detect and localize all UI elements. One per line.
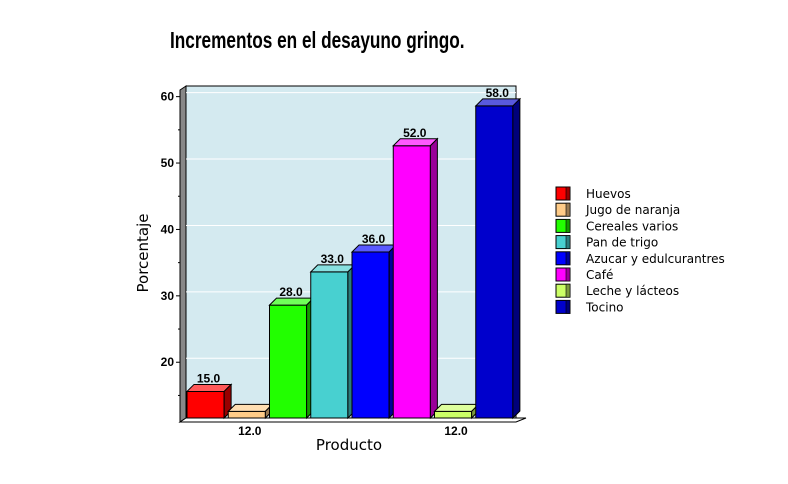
data-label: 28.0 — [279, 285, 303, 299]
legend-label: Tocino — [585, 300, 624, 314]
legend-label: Jugo de naranja — [585, 203, 680, 217]
bar-front — [434, 410, 473, 419]
legend-label: Leche y lácteos — [586, 284, 679, 298]
bar-8 — [474, 97, 522, 420]
bar-2 — [227, 403, 274, 420]
bar-1 — [185, 383, 233, 420]
bar-side — [512, 97, 521, 420]
data-label: 12.0 — [238, 424, 262, 438]
y-tick-label: 40 — [161, 222, 175, 236]
legend-swatch-side — [565, 186, 571, 201]
x-axis-label: Producto — [316, 436, 382, 454]
bar-front — [269, 304, 308, 419]
bar-front — [186, 390, 225, 419]
legend: Huevos Jugo de naranja Cereales varios Pan … — [555, 186, 725, 314]
legend-label: Pan de trigo — [586, 236, 658, 250]
legend-item: Leche y lácteos — [555, 283, 679, 298]
legend-item: Jugo de naranja — [555, 202, 680, 217]
legend-swatch-side — [565, 267, 571, 282]
legend-item: Huevos — [555, 186, 631, 201]
legend-item: Tocino — [555, 299, 624, 314]
plot-area: 20 30 40 50 60 15.0 12.0 28.0 33.0 36.0 52.0 12.0 58… — [161, 85, 527, 438]
data-label: 33.0 — [321, 252, 345, 266]
left-wall — [179, 85, 187, 423]
bar-7 — [433, 403, 480, 420]
legend-item: Azucar y edulcurantres — [555, 251, 725, 266]
bar-4 — [309, 263, 357, 420]
y-tick-label: 60 — [161, 90, 175, 104]
chart-title: Incrementos en el desayuno gringo. — [170, 29, 465, 54]
bar-front — [475, 105, 514, 419]
bar-front — [351, 251, 390, 419]
data-label: 15.0 — [197, 371, 221, 385]
data-label: 52.0 — [403, 126, 427, 140]
legend-swatch-side — [565, 283, 571, 298]
bar-5 — [350, 243, 398, 420]
legend-label: Huevos — [586, 187, 631, 201]
bar-front — [310, 271, 349, 419]
floor — [178, 417, 527, 423]
legend-item: Pan de trigo — [555, 235, 658, 250]
bar-side — [429, 137, 438, 420]
legend-swatch-side — [565, 251, 571, 266]
bar-6 — [392, 137, 439, 420]
bar-front — [392, 145, 431, 419]
legend-swatch-side — [565, 202, 571, 217]
legend-label: Café — [586, 268, 613, 282]
data-label: 12.0 — [444, 424, 468, 438]
legend-swatch-side — [565, 219, 571, 233]
legend-swatch-side — [565, 300, 571, 314]
data-label: 36.0 — [362, 232, 386, 246]
y-tick-label: 20 — [161, 355, 175, 369]
y-axis-label: Porcentaje — [134, 214, 152, 293]
legend-item: Cereales varios — [555, 218, 678, 233]
legend-swatch-side — [565, 235, 571, 249]
bar-front — [227, 410, 266, 419]
y-tick-label: 30 — [161, 289, 175, 303]
data-label: 58.0 — [486, 86, 510, 100]
legend-item: Café — [555, 267, 613, 282]
legend-label: Azucar y edulcurantres — [586, 252, 725, 266]
y-tick-label: 50 — [161, 156, 175, 170]
bar-3 — [268, 296, 315, 420]
legend-label: Cereales varios — [586, 219, 678, 233]
